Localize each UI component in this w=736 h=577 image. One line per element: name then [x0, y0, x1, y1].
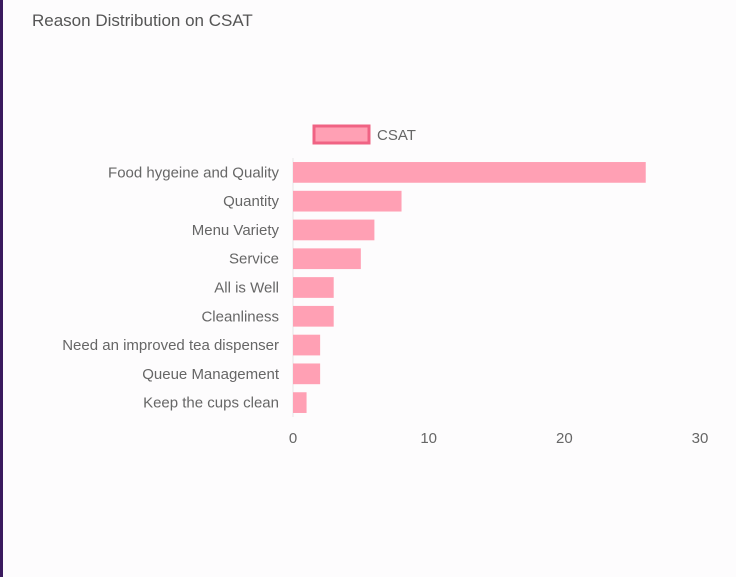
bar[interactable]: [293, 392, 307, 413]
x-tick-label: 20: [556, 430, 573, 447]
y-tick-label: Quantity: [223, 193, 279, 210]
bar[interactable]: [293, 334, 321, 356]
legend-swatch[interactable]: [312, 124, 371, 145]
bars-group: [293, 162, 646, 413]
y-tick-label: Cleanliness: [201, 308, 279, 325]
x-axis-ticks: 0 10 20 30: [289, 430, 709, 447]
bar-chart: CSAT Food hygeine and Quality Quantity Men…: [62, 124, 709, 447]
bar[interactable]: [293, 305, 334, 327]
y-tick-label: Menu Variety: [192, 222, 280, 239]
card-title: Reason Distribution on CSAT: [32, 11, 253, 30]
x-tick-label: 0: [289, 430, 297, 447]
y-tick-label: Need an improved tea dispenser: [62, 337, 279, 354]
x-tick-label: 10: [420, 430, 437, 447]
legend-label[interactable]: CSAT: [377, 127, 416, 144]
y-axis-labels: Food hygeine and Quality Quantity Menu Var…: [62, 164, 280, 411]
y-tick-label: Keep the cups clean: [143, 395, 279, 412]
y-tick-label: All is Well: [214, 280, 279, 297]
bar[interactable]: [293, 363, 321, 385]
bar[interactable]: [293, 277, 334, 298]
y-tick-label: Food hygeine and Quality: [108, 164, 279, 181]
bar[interactable]: [293, 248, 361, 270]
bar[interactable]: [293, 190, 402, 212]
y-tick-label: Queue Management: [142, 366, 280, 383]
y-tick-label: Service: [229, 251, 279, 268]
x-tick-label: 30: [692, 430, 709, 447]
bar[interactable]: [293, 219, 375, 241]
legend[interactable]: CSAT: [312, 124, 416, 145]
bar[interactable]: [293, 162, 646, 183]
